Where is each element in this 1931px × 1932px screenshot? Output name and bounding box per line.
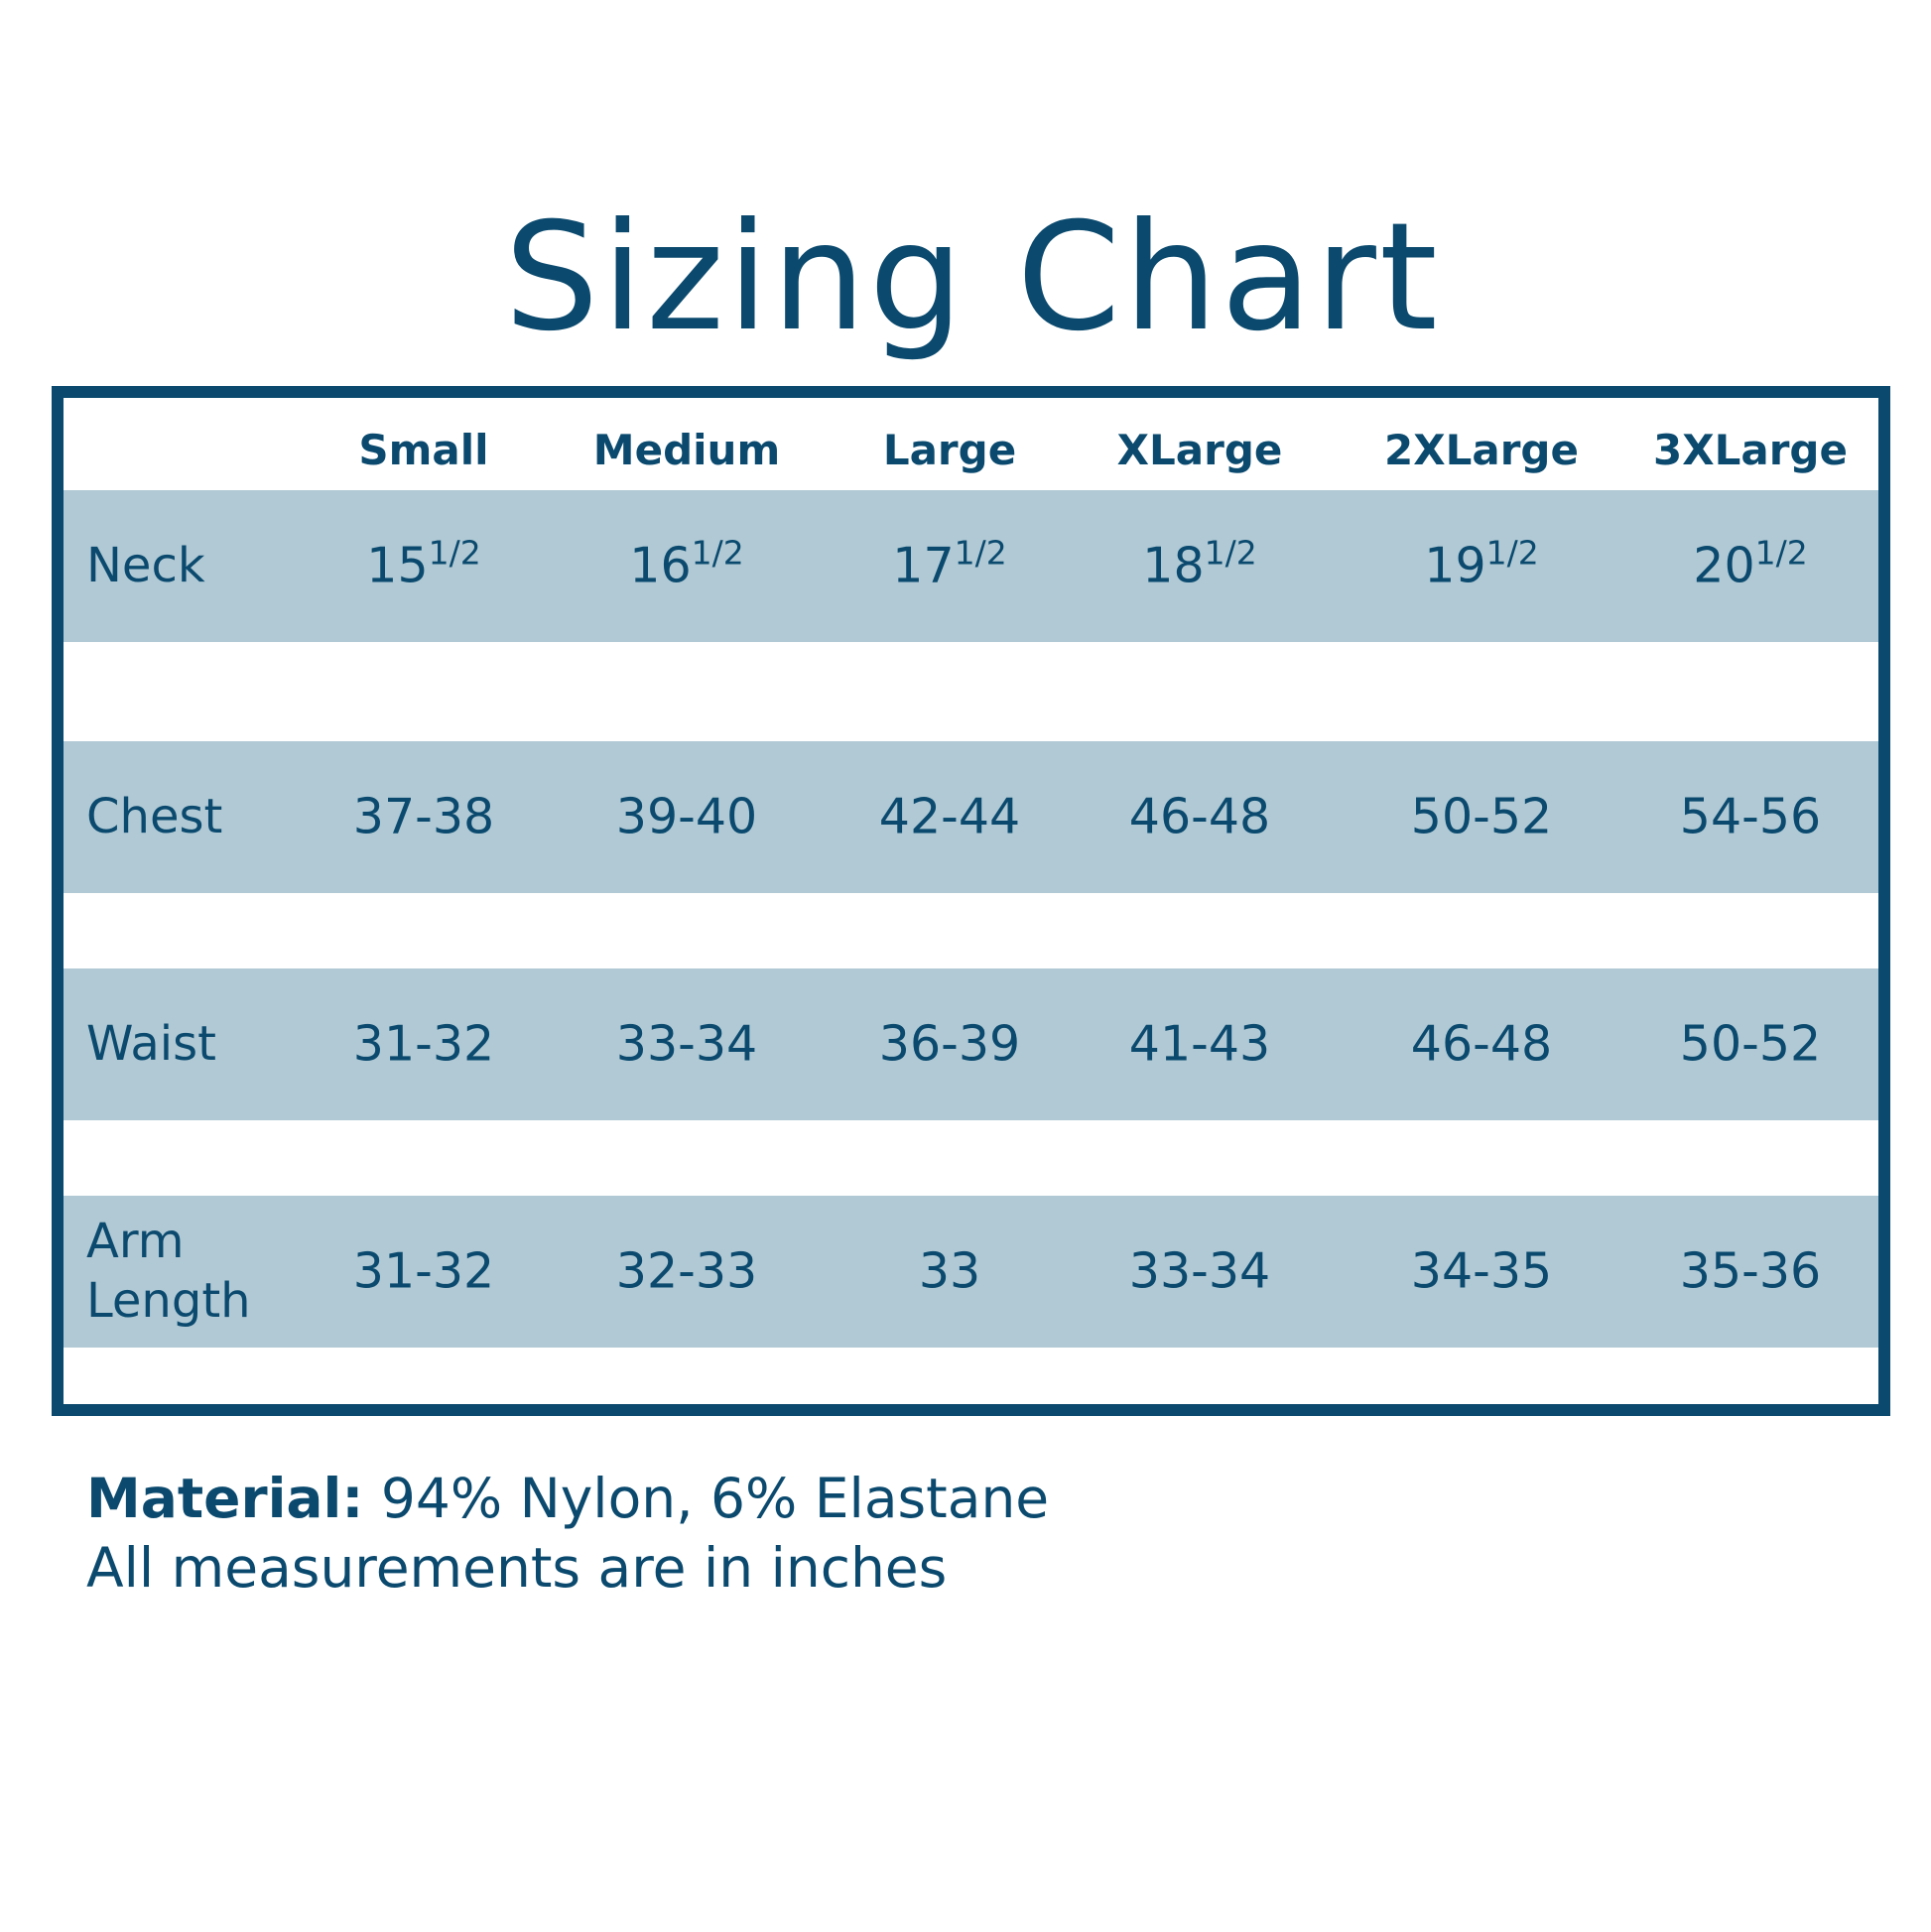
cell-whole: 16 [629, 537, 692, 594]
cell-whole: 20 [1693, 537, 1755, 594]
row-band [64, 1196, 1878, 1348]
table-cell: 201/2 [1693, 536, 1807, 594]
table-cell: 171/2 [892, 536, 1006, 594]
material-value: 94% Nylon, 6% Elastane [363, 1467, 1050, 1530]
footer: Material: 94% Nylon, 6% Elastane All mea… [86, 1464, 1049, 1603]
column-header: Small [358, 426, 489, 474]
measurement-note: All measurements are in inches [86, 1536, 948, 1600]
table-cell: 42-44 [878, 788, 1021, 845]
table-cell: 54-56 [1679, 788, 1822, 845]
cell-whole: 17 [892, 537, 955, 594]
table-cell: 34-35 [1410, 1242, 1553, 1300]
row-label: Neck [86, 538, 205, 593]
row-label: Arm Length [86, 1214, 251, 1329]
cell-fraction: 1/2 [1204, 533, 1257, 573]
cell-fraction: 1/2 [428, 533, 481, 573]
row-band [64, 741, 1878, 893]
table-cell: 37-38 [352, 788, 495, 845]
sizing-table: Small Medium Large XLarge 2XLarge 3XLarge Neck… [52, 386, 1890, 1416]
column-header: Large [882, 426, 1017, 474]
row-band [64, 968, 1878, 1120]
table-cell: 181/2 [1142, 536, 1256, 594]
page-title: Sizing Chart [504, 192, 1441, 364]
row-label: Waist [86, 1016, 216, 1072]
table-cell: 191/2 [1424, 536, 1538, 594]
cell-fraction: 1/2 [1485, 533, 1539, 573]
table-cell: 46-48 [1410, 1015, 1553, 1073]
column-header: XLarge [1116, 426, 1283, 474]
table-cell: 161/2 [629, 536, 743, 594]
cell-fraction: 1/2 [691, 533, 744, 573]
table-cell: 46-48 [1128, 788, 1271, 845]
material-line: Material: 94% Nylon, 6% Elastane [86, 1464, 1049, 1533]
material-label: Material: [86, 1467, 364, 1530]
cell-whole: 18 [1142, 537, 1205, 594]
table-cell: 50-52 [1410, 788, 1553, 845]
table-cell: 41-43 [1128, 1015, 1271, 1073]
table-cell: 31-32 [352, 1242, 495, 1300]
cell-whole: 15 [366, 537, 429, 594]
column-header: Medium [592, 426, 781, 474]
row-band [64, 490, 1878, 642]
cell-fraction: 1/2 [1754, 533, 1808, 573]
table-cell: 33-34 [615, 1015, 758, 1073]
table-cell: 33-34 [1128, 1242, 1271, 1300]
column-header: 2XLarge [1384, 426, 1579, 474]
row-label: Chest [86, 789, 223, 844]
cell-whole: 19 [1424, 537, 1486, 594]
table-cell: 151/2 [366, 536, 480, 594]
table-cell: 36-39 [878, 1015, 1021, 1073]
table-cell: 31-32 [352, 1015, 495, 1073]
column-header: 3XLarge [1653, 426, 1848, 474]
table-cell: 50-52 [1679, 1015, 1822, 1073]
table-cell: 33 [918, 1242, 981, 1300]
table-cell: 35-36 [1679, 1242, 1822, 1300]
table-cell: 39-40 [615, 788, 758, 845]
table-cell: 32-33 [615, 1242, 758, 1300]
cell-fraction: 1/2 [954, 533, 1007, 573]
